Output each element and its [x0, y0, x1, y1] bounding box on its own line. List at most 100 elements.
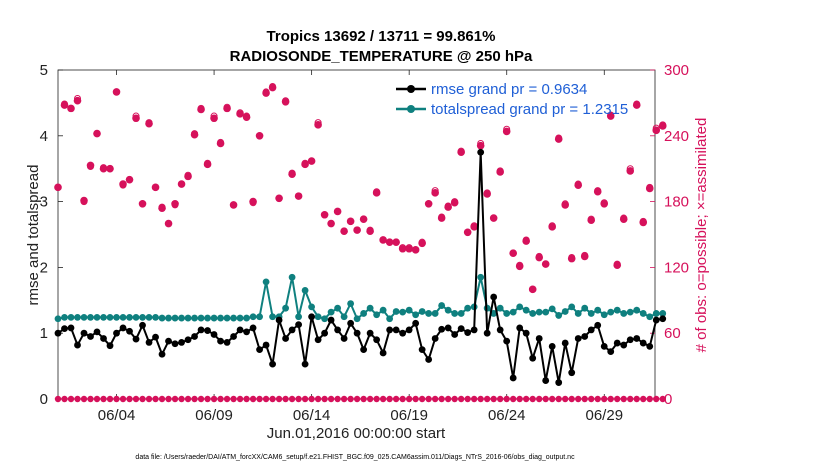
obs-assimilated-point [652, 126, 661, 135]
obs-assimilated-point [658, 122, 667, 130]
obs-assimilated-point [639, 218, 648, 227]
obs-low-point [653, 395, 660, 403]
y-right-tick-label: 180 [664, 194, 689, 211]
y-left-tick-label: 5 [40, 62, 48, 79]
rmse-point [561, 339, 569, 347]
obs-assimilated-point [203, 160, 212, 169]
rmse-point [314, 336, 322, 344]
rmse-point [444, 324, 452, 332]
totalspread-point [360, 310, 368, 317]
obs-assimilated-point [483, 190, 491, 198]
totalspread-point [347, 300, 355, 307]
obs-low-point [301, 395, 309, 403]
obs-low-point [562, 395, 569, 403]
totalspread-point [587, 310, 595, 317]
totalspread-point [464, 304, 472, 312]
rmse-point [470, 326, 478, 334]
totalspread-point [132, 314, 140, 321]
rmse-point [282, 335, 289, 342]
totalspread-point [249, 313, 257, 321]
totalspread-point [639, 310, 647, 317]
obs-low-point [210, 395, 218, 403]
totalspread-point [223, 314, 231, 322]
totalspread-point [600, 311, 608, 319]
totalspread-point [217, 314, 224, 322]
totalspread-point [659, 310, 667, 317]
obs-assimilated-point [398, 244, 407, 253]
totalspread-point [230, 314, 237, 322]
obs-low-point [379, 395, 387, 403]
obs-assimilated-point [437, 214, 446, 222]
obs-assimilated-point [457, 148, 465, 157]
obs-assimilated-point [450, 198, 459, 207]
totalspread-point [295, 313, 302, 321]
totalspread-point [61, 314, 68, 321]
obs-low-point [588, 395, 595, 403]
totalspread-point [282, 304, 289, 312]
legend-rmse-marker [407, 85, 415, 93]
rmse-point [373, 336, 381, 344]
totalspread-point [243, 314, 250, 322]
obs-low-point [522, 395, 530, 403]
totalspread-point [418, 308, 426, 315]
y-right-tick-label: 0 [664, 391, 672, 408]
totalspread-point [522, 306, 530, 314]
y-right-tick-label: 120 [664, 259, 689, 276]
rmse-point [197, 326, 205, 334]
rmse-series [54, 148, 667, 386]
obs-low-point [93, 395, 101, 403]
obs-low-point [568, 395, 575, 403]
totalspread-point [321, 315, 329, 323]
rmse-point [178, 339, 185, 346]
obs-low-point [54, 395, 62, 403]
obs-assimilated-point [574, 181, 583, 189]
obs-assimilated-point [502, 127, 511, 136]
rmse-point [210, 331, 218, 338]
totalspread-point [210, 314, 218, 322]
totalspread-point [171, 314, 179, 322]
rmse-point [113, 329, 120, 337]
totalspread-point [197, 314, 205, 322]
obs-assimilated-point [359, 215, 368, 223]
rmse-point [100, 335, 107, 342]
obs-assimilated-point [340, 227, 348, 236]
rmse-point [626, 336, 634, 344]
rmse-point [308, 313, 316, 321]
obs-low-point [477, 395, 484, 403]
obs-assimilated-point [509, 249, 517, 257]
obs-low-point [457, 395, 465, 403]
obs-low-point [548, 395, 556, 403]
rmse-point [574, 335, 582, 342]
obs-low-point [496, 395, 504, 403]
rmse-point [132, 335, 140, 343]
totalspread-series [54, 273, 667, 323]
rmse-point [652, 316, 660, 324]
y-right-ticks: 0 60 120 180 240 300 [650, 62, 689, 408]
totalspread-point [184, 314, 192, 322]
obs-low-point [61, 395, 68, 403]
obs-assimilated-point [171, 199, 179, 208]
obs-low-point [152, 395, 159, 403]
obs-assimilated-point [60, 101, 69, 109]
rmse-point [555, 379, 563, 386]
rmse-point [392, 326, 400, 334]
obs-assimilated-point [197, 105, 205, 114]
totalspread-point [594, 306, 602, 314]
totalspread-point [652, 310, 660, 317]
rmse-point [301, 360, 309, 368]
obs-low-point [243, 395, 250, 403]
rmse-point [405, 326, 413, 334]
obs-low-point [627, 395, 634, 403]
totalspread-point [158, 314, 166, 322]
obs-assimilated-point [379, 236, 387, 244]
obs-low-point [197, 395, 205, 403]
obs-low-point [223, 395, 231, 403]
totalspread-point [496, 304, 504, 312]
obs-assimilated-point [522, 237, 530, 245]
rmse-point [119, 324, 127, 332]
obs-low-point [217, 395, 224, 403]
obs-assimilated-point [619, 215, 628, 223]
totalspread-point [412, 311, 420, 319]
